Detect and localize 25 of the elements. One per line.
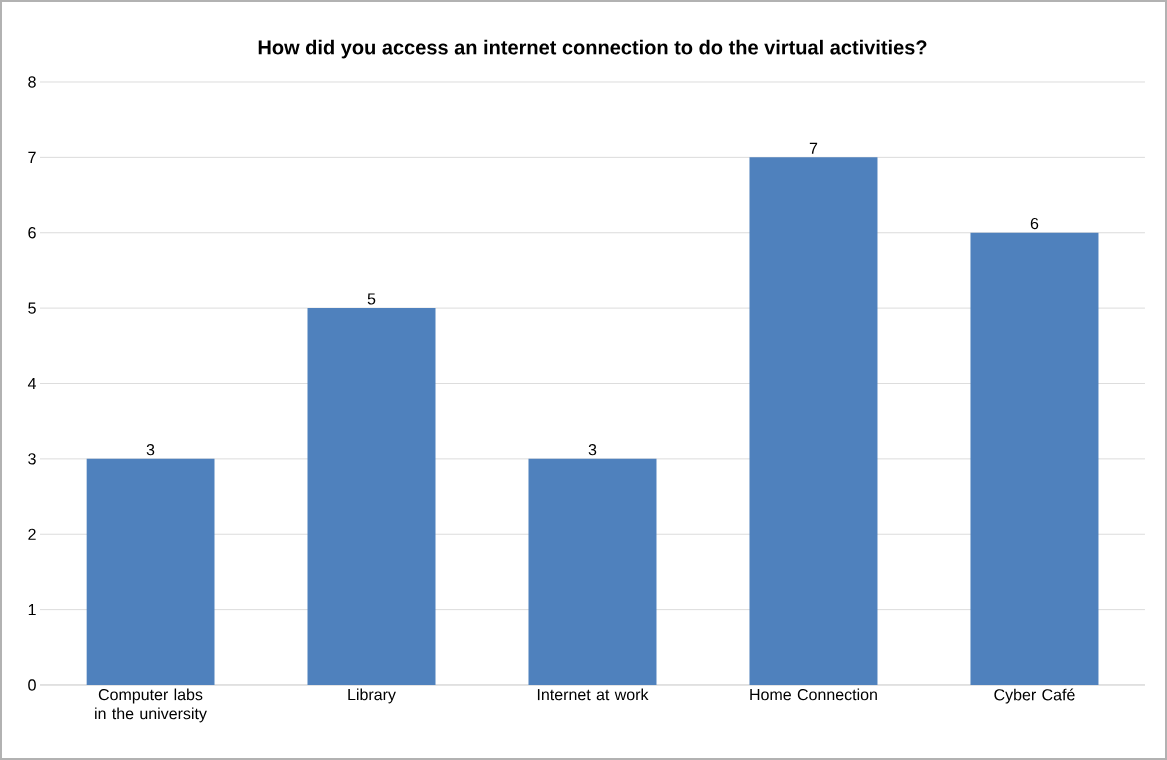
y-tick-label: 7 — [28, 151, 36, 163]
data-label: 5 — [367, 293, 376, 305]
y-tick-label: 8 — [28, 76, 36, 88]
y-tick-label: 3 — [28, 453, 36, 465]
y-tick-label: 5 — [28, 302, 36, 314]
bar — [528, 458, 657, 685]
x-tick-label: Computer labs in the university — [95, 688, 207, 723]
data-label: 3 — [146, 444, 155, 456]
bar — [970, 232, 1099, 685]
y-tick-label: 2 — [28, 528, 36, 540]
x-tick-label: Cyber Café — [994, 688, 1075, 704]
bar — [86, 458, 215, 685]
y-tick-label: 6 — [28, 227, 36, 239]
x-tick-label: Internet at work — [537, 688, 649, 701]
bar — [307, 308, 436, 685]
y-tick-label: 4 — [27, 377, 36, 389]
data-label: 3 — [588, 444, 597, 456]
x-tick-label: Library — [348, 688, 396, 704]
data-label: 7 — [809, 142, 818, 154]
y-tick-label: 1 — [28, 604, 36, 616]
x-tick-label: Home Connection — [750, 688, 877, 701]
y-tick-label: 0 — [28, 679, 36, 691]
bar — [749, 157, 878, 685]
chart-title: How did you access an internet connection to do the virtual activities? — [258, 39, 927, 59]
data-label: 6 — [1030, 217, 1039, 230]
